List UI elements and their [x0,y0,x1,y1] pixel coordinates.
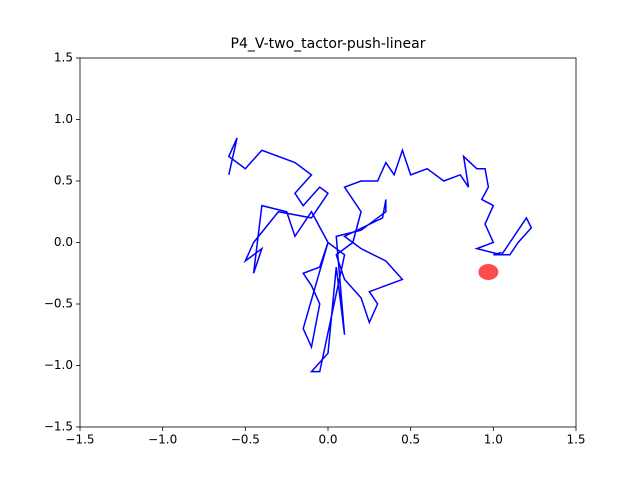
x-tick-label: −1.0 [148,433,177,447]
x-tick-label: 1.5 [566,433,585,447]
y-tick-label: 1.5 [54,51,73,65]
x-tick-label: −1.5 [65,433,94,447]
y-tick-label: −1.0 [44,358,73,372]
y-tick-label: 0.5 [54,174,73,188]
x-tick-label: 0.0 [318,433,337,447]
x-tick-label: 0.5 [401,433,420,447]
trajectory [227,137,533,373]
y-tick-label: 1.0 [54,112,73,126]
y-tick-label: −1.5 [44,420,73,434]
chart-title: P4_V-two_tactor-push-linear [231,36,426,52]
x-tick-label: 1.0 [484,433,503,447]
x-tick-label: −0.5 [231,433,260,447]
target-marker [478,264,499,281]
y-tick-label: −0.5 [44,297,73,311]
y-tick-label: 0.0 [54,235,73,249]
